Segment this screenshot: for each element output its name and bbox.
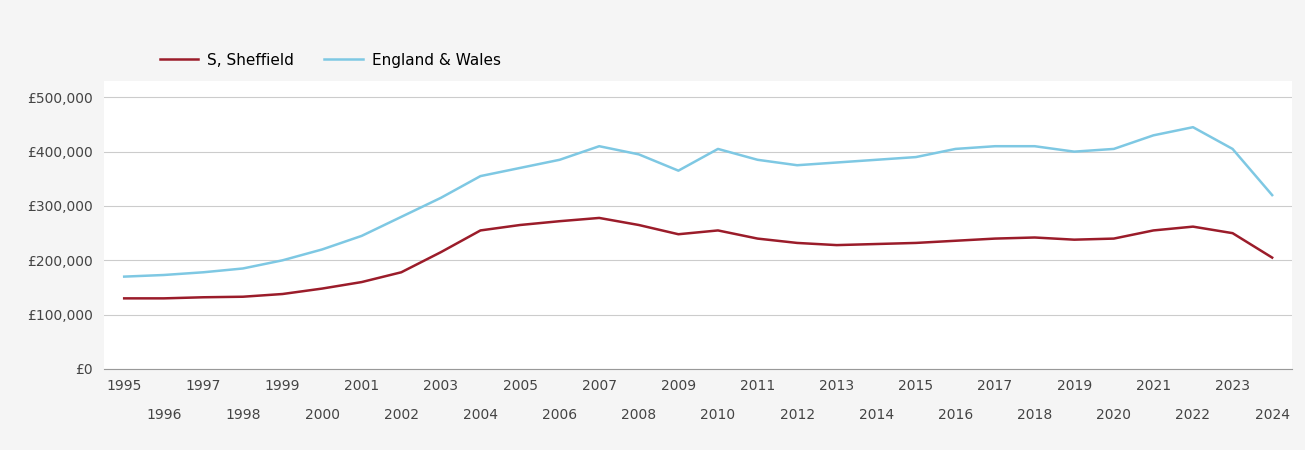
S, Sheffield: [1224, 230, 1240, 236]
Text: 1998: 1998: [226, 408, 261, 422]
Text: 2020: 2020: [1096, 408, 1131, 422]
England & Wales: [354, 233, 369, 238]
England & Wales: [1265, 193, 1280, 198]
England & Wales: [1146, 133, 1161, 138]
England & Wales: [988, 144, 1004, 149]
England & Wales: [1066, 149, 1082, 154]
Text: 2008: 2008: [621, 408, 656, 422]
England & Wales: [552, 157, 568, 162]
Line: S, Sheffield: S, Sheffield: [124, 218, 1272, 298]
S, Sheffield: [908, 240, 924, 246]
S, Sheffield: [552, 219, 568, 224]
S, Sheffield: [1146, 228, 1161, 233]
England & Wales: [315, 247, 330, 252]
England & Wales: [947, 146, 963, 152]
England & Wales: [790, 162, 805, 168]
S, Sheffield: [1105, 236, 1121, 241]
S, Sheffield: [749, 236, 765, 241]
S, Sheffield: [829, 243, 844, 248]
England & Wales: [116, 274, 132, 279]
England & Wales: [591, 144, 607, 149]
S, Sheffield: [1185, 224, 1201, 230]
S, Sheffield: [235, 294, 251, 299]
S, Sheffield: [591, 215, 607, 220]
S, Sheffield: [868, 241, 883, 247]
Text: 2018: 2018: [1017, 408, 1052, 422]
S, Sheffield: [947, 238, 963, 243]
S, Sheffield: [710, 228, 726, 233]
S, Sheffield: [632, 222, 647, 228]
S, Sheffield: [1027, 235, 1043, 240]
England & Wales: [1185, 125, 1201, 130]
Text: 2012: 2012: [779, 408, 814, 422]
England & Wales: [1105, 146, 1121, 152]
S, Sheffield: [275, 291, 291, 297]
Text: 2014: 2014: [859, 408, 894, 422]
S, Sheffield: [155, 296, 171, 301]
England & Wales: [433, 195, 449, 201]
England & Wales: [908, 154, 924, 160]
S, Sheffield: [790, 240, 805, 246]
England & Wales: [1224, 146, 1240, 152]
England & Wales: [155, 272, 171, 278]
S, Sheffield: [1066, 237, 1082, 243]
Legend: S, Sheffield, England & Wales: S, Sheffield, England & Wales: [159, 53, 501, 68]
S, Sheffield: [315, 286, 330, 291]
Text: 1996: 1996: [146, 408, 181, 422]
England & Wales: [235, 266, 251, 271]
England & Wales: [710, 146, 726, 152]
England & Wales: [472, 173, 488, 179]
S, Sheffield: [393, 270, 408, 275]
S, Sheffield: [354, 279, 369, 285]
S, Sheffield: [472, 228, 488, 233]
England & Wales: [275, 257, 291, 263]
S, Sheffield: [512, 222, 527, 228]
S, Sheffield: [988, 236, 1004, 241]
Text: 2004: 2004: [463, 408, 499, 422]
S, Sheffield: [671, 232, 686, 237]
S, Sheffield: [116, 296, 132, 301]
Text: 2000: 2000: [304, 408, 339, 422]
Text: 2024: 2024: [1254, 408, 1289, 422]
Text: 2002: 2002: [384, 408, 419, 422]
England & Wales: [512, 165, 527, 171]
England & Wales: [1027, 144, 1043, 149]
England & Wales: [393, 214, 408, 220]
S, Sheffield: [433, 249, 449, 255]
England & Wales: [671, 168, 686, 173]
Text: 2006: 2006: [542, 408, 577, 422]
Text: 2010: 2010: [701, 408, 736, 422]
England & Wales: [196, 270, 211, 275]
Text: 2022: 2022: [1176, 408, 1211, 422]
England & Wales: [829, 160, 844, 165]
S, Sheffield: [196, 295, 211, 300]
England & Wales: [749, 157, 765, 162]
England & Wales: [868, 157, 883, 162]
England & Wales: [632, 152, 647, 157]
Text: 2016: 2016: [938, 408, 974, 422]
S, Sheffield: [1265, 255, 1280, 260]
Line: England & Wales: England & Wales: [124, 127, 1272, 277]
